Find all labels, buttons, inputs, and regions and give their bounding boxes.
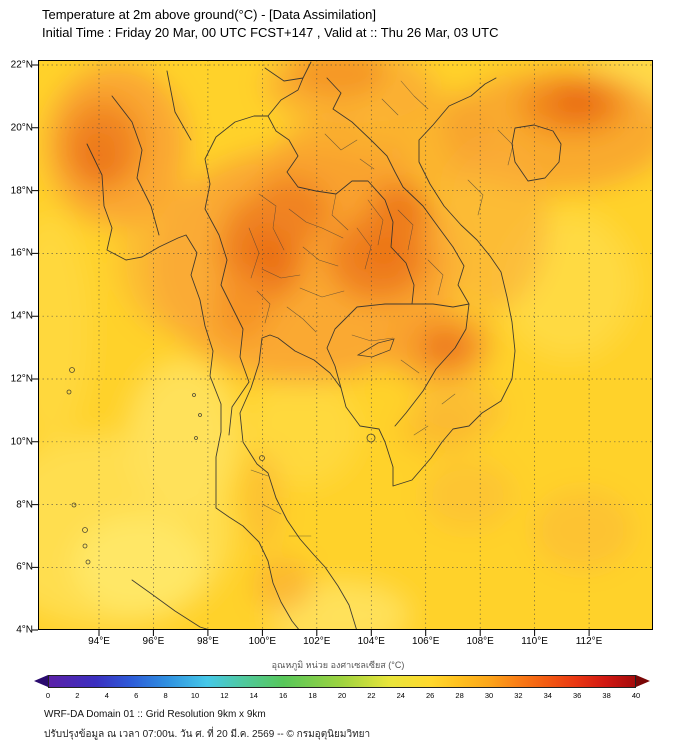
colorbar-tick-label: 14 bbox=[249, 691, 258, 700]
lon-tick-label: 104°E bbox=[357, 636, 385, 647]
lat-tick-label: 20°N bbox=[10, 122, 33, 134]
lon-tick-label: 102°E bbox=[303, 636, 331, 647]
lon-tick-label: 94°E bbox=[88, 636, 110, 647]
lat-tick-label: 22°N bbox=[10, 59, 33, 71]
lat-tick-label: 18°N bbox=[10, 185, 33, 197]
colorbar-tick-label: 4 bbox=[104, 691, 109, 700]
lon-tick-label: 100°E bbox=[248, 636, 277, 647]
lon-tick-label: 98°E bbox=[196, 636, 219, 647]
lon-tick-label: 106°E bbox=[412, 636, 440, 647]
colorbar-tick-label: 38 bbox=[602, 691, 611, 700]
colorbar-tick-label: 30 bbox=[484, 691, 494, 700]
colorbar-tick-label: 0 bbox=[45, 691, 51, 700]
lat-tick-label: 10°N bbox=[10, 436, 33, 448]
axis-ticks bbox=[32, 64, 590, 636]
colorbar-tick-label: 12 bbox=[220, 691, 229, 700]
map-frame-container bbox=[32, 60, 653, 636]
lon-tick-label: 108°E bbox=[466, 636, 494, 647]
lat-tick-label: 12°N bbox=[10, 373, 33, 385]
map-border bbox=[38, 60, 653, 630]
lon-tick-label: 110°E bbox=[521, 636, 548, 647]
colorbar-gradient bbox=[48, 675, 636, 688]
colorbar-tick-label: 24 bbox=[396, 691, 405, 700]
colorbar-tick-label: 32 bbox=[514, 691, 523, 700]
lat-tick-label: 4°N bbox=[16, 624, 33, 636]
colorbar-tick-label: 6 bbox=[134, 691, 139, 700]
colorbar-tick-label: 36 bbox=[573, 691, 582, 700]
lat-tick-label: 16°N bbox=[10, 247, 33, 259]
lon-tick-label: 96°E bbox=[142, 636, 165, 647]
lat-tick-label: 8°N bbox=[16, 499, 33, 511]
colorbar-tick-label: 26 bbox=[426, 691, 435, 700]
colorbar-tick-label: 8 bbox=[163, 691, 168, 700]
colorbar-tick-label: 10 bbox=[190, 691, 200, 700]
lat-tick-label: 14°N bbox=[10, 310, 33, 322]
colorbar-tick-label: 40 bbox=[631, 691, 641, 700]
graticule bbox=[38, 60, 653, 630]
colorbar-tick-label: 22 bbox=[367, 691, 376, 700]
colorbar-tick-label: 20 bbox=[337, 691, 347, 700]
colorbar-tick-label: 16 bbox=[279, 691, 288, 700]
page-title: Temperature at 2m above ground(°C) - [Da… bbox=[42, 7, 376, 22]
domain-info-text: WRF-DA Domain 01 :: Grid Resolution 9km … bbox=[44, 709, 266, 720]
update-credit-text: ปรับปรุงข้อมูล ณ เวลา 07:00น. วัน ศ. ที่… bbox=[44, 729, 371, 740]
lakes-islands bbox=[66, 338, 395, 565]
colorbar-min-arrow bbox=[34, 675, 48, 687]
country-borders bbox=[86, 61, 562, 630]
page-subtitle: Initial Time : Friday 20 Mar, 00 UTC FCS… bbox=[42, 25, 499, 40]
colorbar-tick-label: 18 bbox=[308, 691, 317, 700]
colorbar-tick-label: 28 bbox=[455, 691, 464, 700]
province-borders bbox=[248, 80, 514, 537]
colorbar-label: อุณหภูมิ หน่วย องศาเซลเซียส (°C) bbox=[271, 660, 405, 670]
lat-tick-label: 6°N bbox=[16, 561, 33, 573]
lon-tick-label: 112°E bbox=[575, 636, 603, 647]
map-canvas bbox=[32, 60, 653, 636]
temperature-field bbox=[38, 60, 653, 630]
colorbar-max-arrow bbox=[636, 675, 650, 687]
colorbar-tick-label: 34 bbox=[543, 691, 552, 700]
colorbar bbox=[34, 675, 650, 688]
colorbar-tick-label: 2 bbox=[75, 691, 80, 700]
